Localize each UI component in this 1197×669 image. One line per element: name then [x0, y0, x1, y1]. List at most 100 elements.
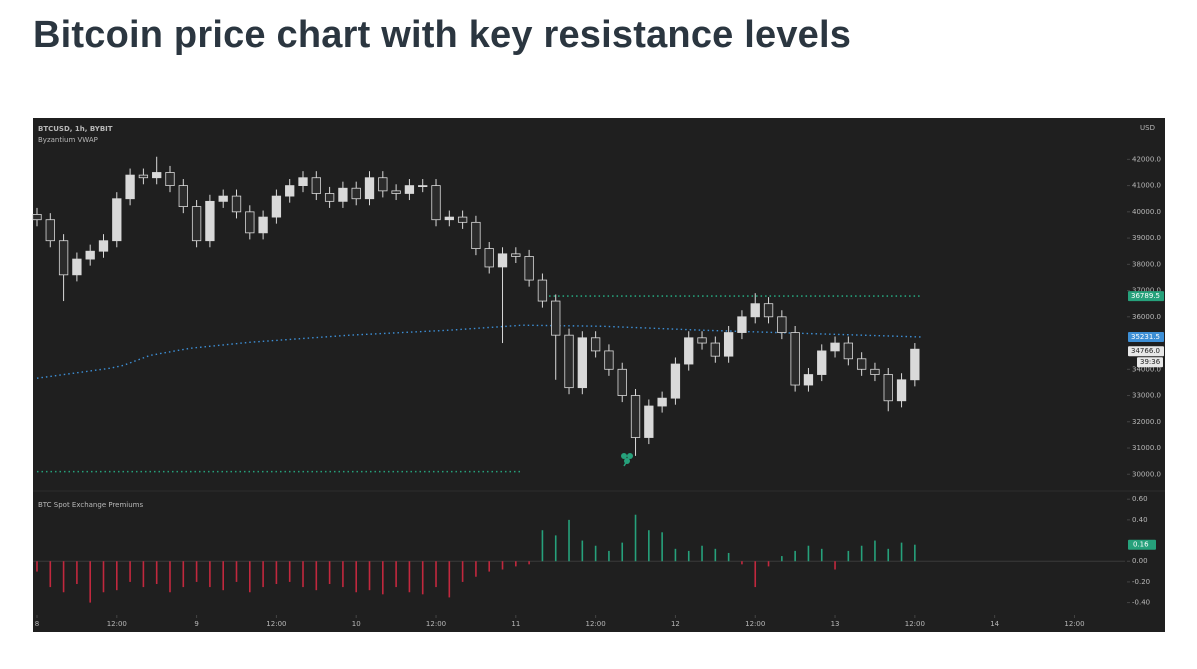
- candle-body: [85, 250, 95, 260]
- candle-body: [298, 177, 308, 187]
- premium-bar: [249, 561, 251, 593]
- y-tick-label: 41000.0: [1132, 182, 1161, 190]
- candle-body: [723, 332, 734, 357]
- candle-body: [564, 334, 574, 389]
- candle-body: [657, 397, 667, 407]
- candle-body: [471, 221, 481, 249]
- candle-body: [258, 216, 268, 234]
- premium-bar: [874, 540, 876, 562]
- candle-body: [364, 177, 375, 200]
- candle-body: [231, 195, 242, 213]
- y-tick-label: 0.00: [1132, 557, 1148, 565]
- x-tick-label: 12:00: [426, 620, 446, 628]
- candle-body: [112, 198, 122, 242]
- premium-bar: [648, 530, 650, 562]
- premium-bar: [36, 561, 38, 572]
- premium-bar: [408, 561, 411, 593]
- level-tag-bg: [1128, 291, 1164, 302]
- candle-body: [338, 187, 348, 202]
- candle-body: [697, 337, 707, 344]
- y-tick-label: 39000.0: [1132, 234, 1161, 242]
- countdown-bg: [1137, 357, 1163, 368]
- y-tick-label: 38000.0: [1132, 260, 1161, 268]
- premium-bar: [155, 561, 158, 584]
- premium-bar: [568, 519, 570, 562]
- premium-tag: 0.16: [1133, 541, 1149, 549]
- candle-body: [883, 374, 893, 402]
- candle-body: [803, 374, 814, 386]
- premium-bar: [355, 561, 358, 593]
- x-tick-label: 12:00: [1064, 620, 1084, 628]
- candle-body: [617, 368, 627, 396]
- candle-body: [484, 248, 494, 268]
- premium-bar: [115, 561, 118, 591]
- candle-body: [391, 190, 401, 194]
- premium-bar: [528, 561, 530, 565]
- candle-body: [178, 185, 188, 207]
- candle-body: [551, 300, 561, 336]
- premium-bar: [262, 561, 264, 588]
- candle-body: [684, 337, 694, 365]
- y-tick-label: -0.40: [1132, 599, 1150, 607]
- y-tick-label: 30000.0: [1132, 470, 1161, 478]
- candle-body: [404, 185, 415, 194]
- candle-body: [324, 193, 335, 202]
- candle-body: [737, 316, 747, 333]
- candle-body: [205, 200, 215, 242]
- premium-bar: [488, 561, 491, 572]
- candle-body: [58, 240, 69, 276]
- premium-bar: [701, 545, 703, 562]
- vwap-tag: 35231.5: [1131, 333, 1160, 341]
- premium-title: BTC Spot Exchange Premiums: [38, 501, 143, 509]
- x-tick-label: 8: [35, 620, 39, 628]
- premium-bar: [608, 550, 610, 562]
- vwap-tag-bg: [1128, 331, 1164, 342]
- candle-body: [896, 379, 907, 402]
- premium-bar: [275, 561, 278, 584]
- premium-bar: [475, 561, 477, 577]
- candle-body: [72, 258, 82, 276]
- candle-body: [790, 332, 800, 386]
- premium-bar: [807, 545, 810, 562]
- premium-bar: [382, 561, 384, 595]
- premium-bar: [634, 514, 637, 562]
- premium-bar: [448, 561, 451, 598]
- premium-bar: [741, 561, 743, 565]
- premium-bar: [195, 561, 198, 582]
- candle-body: [817, 350, 827, 375]
- y-tick-label: 0.60: [1132, 495, 1148, 503]
- candle-body: [777, 316, 787, 333]
- candle-body: [444, 216, 454, 221]
- candle-body: [750, 303, 760, 318]
- x-tick-label: 10: [352, 620, 361, 628]
- premium-bar: [169, 561, 171, 593]
- candle-body: [165, 172, 175, 187]
- premium-bar: [515, 561, 517, 567]
- candle-body: [870, 368, 880, 375]
- premium-bar: [794, 550, 796, 562]
- candle-body: [418, 185, 428, 188]
- premium-bar: [914, 544, 916, 562]
- page-title: Bitcoin price chart with key resistance …: [33, 14, 852, 56]
- premium-bar: [834, 561, 836, 570]
- y-tick-label: 37000.0: [1132, 287, 1161, 295]
- premium-bar: [900, 542, 903, 562]
- candle-body: [710, 342, 720, 357]
- premium-bar: [288, 561, 291, 582]
- candle-body: [351, 187, 361, 200]
- candle-body: [311, 177, 321, 194]
- premium-bar: [714, 548, 717, 562]
- premium-bar: [860, 545, 863, 562]
- candle-body: [32, 214, 42, 221]
- premium-bar: [102, 561, 105, 593]
- y-tick-label: 36000.0: [1132, 313, 1161, 321]
- x-tick-label: 11: [511, 620, 520, 628]
- premium-bar: [235, 561, 238, 582]
- chart-background: [33, 118, 1165, 632]
- candle-body: [285, 185, 295, 197]
- premium-bar: [887, 548, 890, 562]
- premium-bar: [581, 540, 584, 562]
- y-tick-label: 42000.0: [1132, 155, 1161, 163]
